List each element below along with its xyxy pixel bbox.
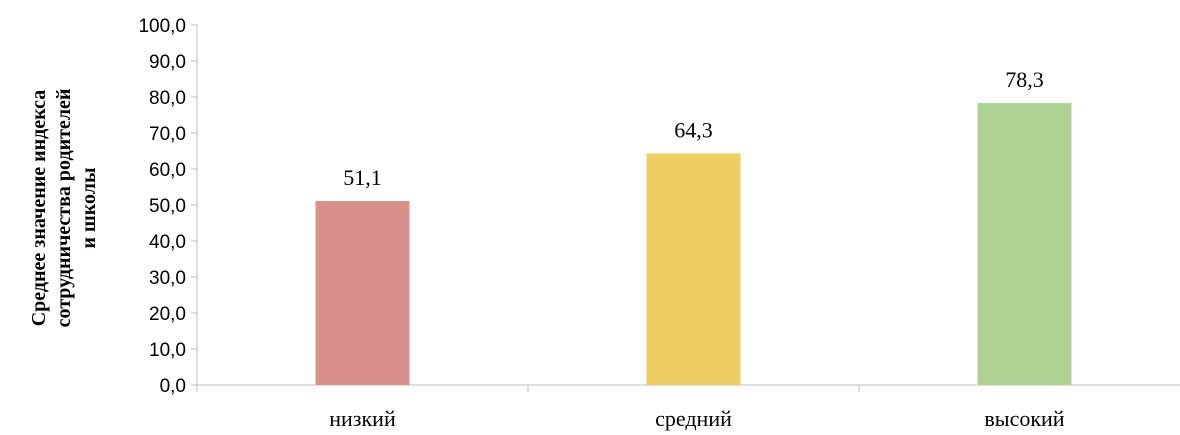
y-tick-label: 90,0 (149, 52, 186, 73)
data-labels: 51,1 64,3 78,3 (343, 67, 1044, 190)
y-tick-label: 50,0 (149, 196, 186, 217)
bars (315, 103, 1072, 386)
data-label-1: 51,1 (343, 165, 382, 190)
x-axis (196, 384, 1180, 392)
data-label-3: 78,3 (1005, 67, 1044, 92)
y-tick-label: 60,0 (149, 160, 186, 181)
y-axis-title: Среднее значение индекса сотрудничества р… (28, 89, 100, 328)
category-label-3: высокий (984, 406, 1064, 431)
y-tick-label: 0,0 (160, 376, 186, 397)
y-axis-title-line-2: сотрудничества родителей (53, 89, 75, 328)
y-tick-label: 10,0 (149, 340, 186, 361)
y-tick-label: 30,0 (149, 268, 186, 289)
y-tick-label: 40,0 (149, 232, 186, 253)
y-axis-title-line-1: Среднее значение индекса (28, 90, 50, 327)
category-label-2: средний (655, 406, 732, 431)
y-tick-label: 100,0 (138, 16, 186, 37)
bar-1 (315, 201, 410, 385)
y-tick-label: 70,0 (149, 124, 186, 145)
bar-3 (977, 103, 1072, 386)
bar-2 (646, 153, 741, 385)
category-labels: низкий средний высокий (329, 406, 1065, 431)
data-label-2: 64,3 (674, 118, 713, 143)
y-tick-label: 80,0 (149, 88, 186, 109)
category-label-1: низкий (329, 406, 396, 431)
y-tick-label: 20,0 (149, 304, 186, 325)
y-axis-title-line-3: и школы (78, 167, 100, 249)
y-axis: 0,0 10,0 20,0 30,0 40,0 50,0 60,0 70,0 80,0 90,0 1… (138, 16, 198, 397)
